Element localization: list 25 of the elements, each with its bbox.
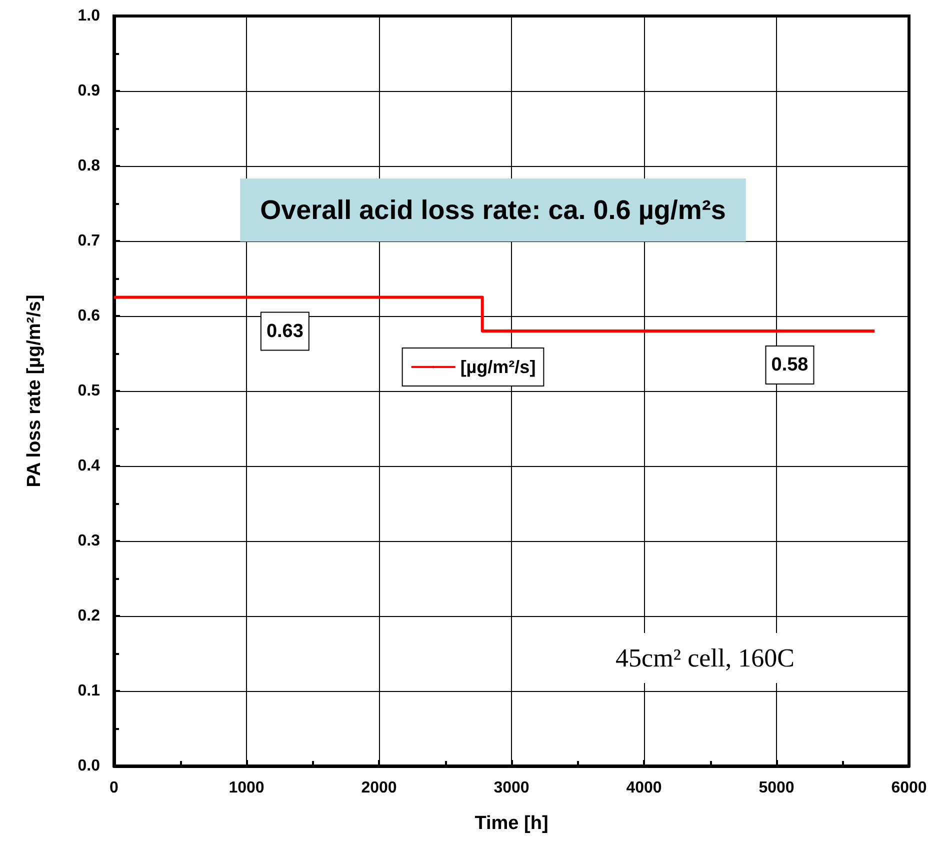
y-tick-label: 0.3: [78, 532, 100, 550]
y-tick-label: 0.8: [78, 158, 100, 174]
annotation: 45cm² cell, 160C: [616, 644, 794, 672]
y-tick-label: 1.0: [78, 8, 100, 24]
x-tick-label: 6000: [891, 780, 927, 796]
x-tick-label: 5000: [758, 780, 794, 796]
legend-label: [µg/m²/s]: [460, 357, 536, 377]
y-tick-label: 0.1: [78, 682, 100, 700]
y-tick-label: 0.9: [78, 82, 100, 100]
annotation: 0.63: [266, 320, 304, 342]
y-tick-label: 0.4: [78, 458, 100, 474]
annotation: 0.58: [771, 354, 808, 376]
x-axis-title: Time [h]: [474, 813, 548, 834]
y-tick-label: 0.5: [78, 382, 100, 400]
x-tick-label: 3000: [494, 780, 530, 796]
y-tick-label: 0.0: [78, 758, 100, 774]
y-tick-label: 0.6: [78, 308, 100, 324]
x-tick-label: 4000: [626, 780, 662, 796]
y-tick-label: 0.7: [78, 232, 100, 250]
y-tick-label: 0.2: [78, 608, 100, 624]
x-tick-label: 1000: [228, 780, 264, 796]
x-tick-label: 0: [110, 780, 119, 796]
annotation: Overall acid loss rate: ca. 0.6 µg/m²s: [260, 195, 726, 225]
x-tick-label: 2000: [361, 780, 397, 796]
y-axis-title: PA loss rate [µg/m²/s]: [24, 294, 45, 488]
